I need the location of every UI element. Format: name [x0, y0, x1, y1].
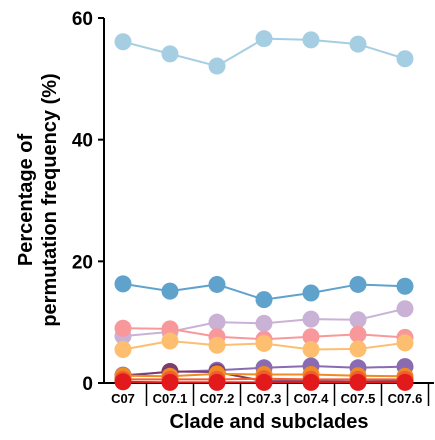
data-point: [208, 336, 226, 354]
category-label: C07.6: [388, 391, 423, 406]
data-point: [302, 341, 320, 359]
data-point: [114, 275, 132, 293]
category-label: C07.5: [341, 391, 376, 406]
y-axis-label: Percentage of permutation frequency (%): [15, 73, 61, 326]
data-point: [396, 300, 414, 318]
data-point: [114, 341, 132, 359]
y-tick-label: 0: [82, 374, 93, 395]
data-point: [208, 275, 226, 293]
series-5: [114, 332, 414, 359]
y-ticks: 0 20 40 60: [72, 9, 104, 395]
y-tick-label: 40: [72, 131, 93, 152]
series-1: [114, 30, 414, 75]
data-point: [208, 57, 226, 75]
data-point: [208, 313, 226, 331]
data-point: [349, 311, 367, 329]
data-point: [208, 373, 226, 391]
x-axis-label: Clade and subclades: [170, 411, 369, 433]
data-point: [396, 50, 414, 68]
data-point: [349, 373, 367, 391]
category-label: C07.4: [294, 391, 329, 406]
data-point: [302, 373, 320, 391]
data-point: [396, 373, 414, 391]
data-point: [349, 325, 367, 343]
data-point: [396, 277, 414, 295]
data-point: [161, 282, 179, 300]
data-point: [114, 373, 132, 391]
data-point: [349, 35, 367, 53]
data-point: [255, 291, 273, 309]
category-label: C07.1: [153, 391, 188, 406]
data-point: [255, 334, 273, 352]
data-point: [302, 31, 320, 49]
category-label: C07.3: [247, 391, 282, 406]
data-point: [302, 310, 320, 328]
series-2: [114, 275, 414, 309]
y-axis-label-line-2: permutation frequency (%): [39, 73, 61, 326]
data-point: [255, 314, 273, 332]
y-axis-label-line-1: Percentage of: [15, 134, 37, 267]
data-point: [302, 328, 320, 346]
data-point: [302, 284, 320, 302]
data-point: [161, 373, 179, 391]
data-point: [349, 275, 367, 293]
data-point: [255, 373, 273, 391]
data-point: [114, 33, 132, 51]
data-point: [114, 319, 132, 337]
series-10: [114, 373, 414, 391]
data-point: [255, 30, 273, 48]
category-label: C07: [111, 391, 135, 406]
data-point: [161, 320, 179, 338]
data-point: [161, 45, 179, 63]
series-layer: [114, 30, 414, 391]
y-tick-label: 20: [72, 252, 93, 273]
y-tick-label: 60: [72, 9, 93, 30]
data-point: [396, 334, 414, 352]
category-labels: C07 C07.1 C07.2 C07.3 C07.4 C07.5 C07.6: [111, 383, 430, 406]
data-point: [161, 332, 179, 350]
category-label: C07.2: [200, 391, 235, 406]
data-point: [349, 340, 367, 358]
